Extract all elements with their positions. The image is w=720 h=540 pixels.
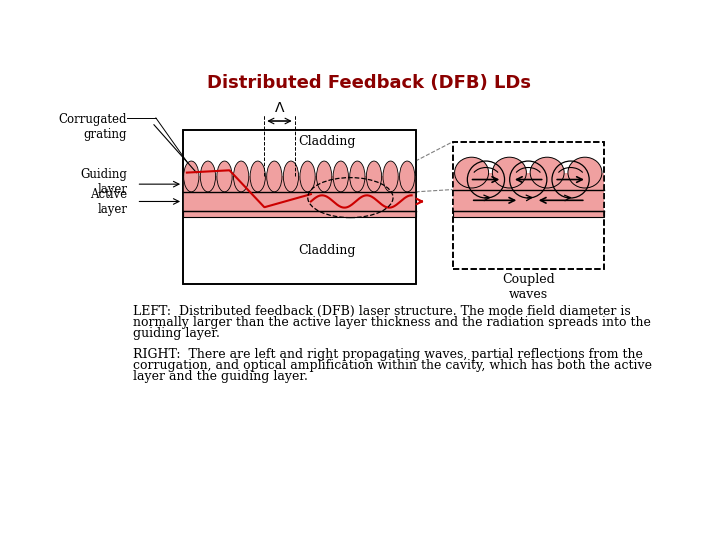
- Ellipse shape: [366, 161, 382, 192]
- Bar: [453, 190, 604, 211]
- Bar: [453, 211, 604, 217]
- Ellipse shape: [317, 161, 332, 192]
- Text: corrugation, and optical amplification within the cavity, which has both the act: corrugation, and optical amplification w…: [132, 359, 652, 372]
- Bar: [183, 192, 415, 211]
- Text: LEFT:  Distributed feedback (DFB) laser structure. The mode field diameter is: LEFT: Distributed feedback (DFB) laser s…: [132, 305, 631, 318]
- Text: Coupled
waves: Coupled waves: [502, 273, 554, 301]
- Ellipse shape: [383, 161, 398, 192]
- Text: Cladding: Cladding: [298, 244, 356, 257]
- Ellipse shape: [350, 161, 365, 192]
- Bar: [453, 142, 604, 269]
- Ellipse shape: [184, 161, 199, 192]
- Text: Active
layer: Active layer: [90, 188, 127, 216]
- Bar: [453, 142, 604, 269]
- Text: Distributed Feedback (DFB) LDs: Distributed Feedback (DFB) LDs: [207, 74, 531, 92]
- Ellipse shape: [568, 157, 602, 188]
- Ellipse shape: [333, 161, 348, 192]
- Ellipse shape: [400, 161, 415, 192]
- Ellipse shape: [492, 157, 526, 188]
- Text: Cladding: Cladding: [298, 136, 356, 148]
- Text: $\Lambda$: $\Lambda$: [274, 101, 285, 115]
- Bar: [453, 173, 604, 190]
- Text: normally larger than the active layer thickness and the radiation spreads into t: normally larger than the active layer th…: [132, 316, 650, 329]
- Bar: [183, 177, 415, 192]
- Ellipse shape: [200, 161, 215, 192]
- Ellipse shape: [530, 157, 564, 188]
- Bar: [183, 130, 415, 284]
- Text: Corrugated
grating: Corrugated grating: [59, 113, 127, 141]
- Text: Guiding
layer: Guiding layer: [81, 168, 127, 196]
- Ellipse shape: [454, 157, 489, 188]
- Text: guiding layer.: guiding layer.: [132, 327, 220, 340]
- Bar: [183, 211, 415, 217]
- Ellipse shape: [217, 161, 232, 192]
- Ellipse shape: [283, 161, 299, 192]
- Ellipse shape: [266, 161, 282, 192]
- Ellipse shape: [233, 161, 249, 192]
- Ellipse shape: [250, 161, 266, 192]
- Bar: [183, 130, 415, 284]
- Text: RIGHT:  There are left and right propagating waves, partial reflections from the: RIGHT: There are left and right propagat…: [132, 348, 642, 361]
- Ellipse shape: [300, 161, 315, 192]
- Text: layer and the guiding layer.: layer and the guiding layer.: [132, 370, 307, 383]
